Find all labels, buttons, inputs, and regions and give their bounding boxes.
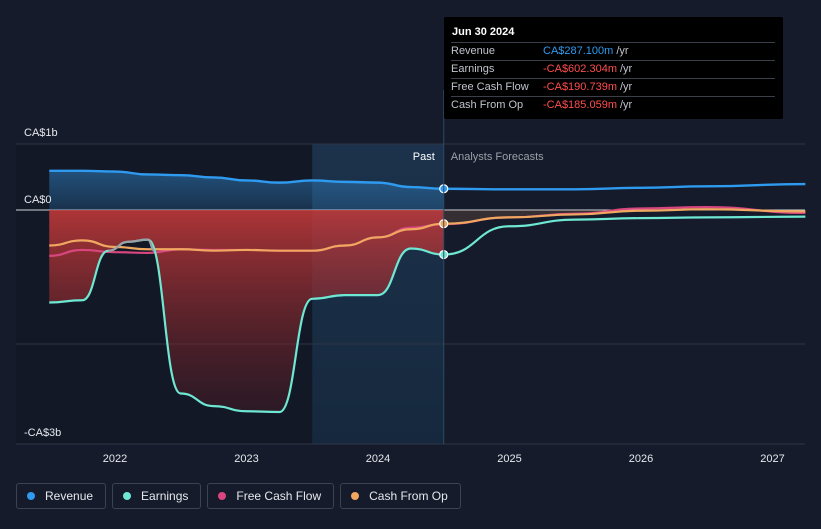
tooltip-unit: /yr — [620, 99, 633, 111]
legend-label: Cash From Op — [369, 489, 448, 503]
series-lines — [49, 169, 806, 414]
tooltip-unit: /yr — [620, 63, 633, 75]
y-tick-label: CA$1b — [24, 127, 58, 139]
legend-label: Revenue — [45, 489, 94, 503]
legend-label: Free Cash Flow — [236, 489, 322, 503]
legend-item-cash-from-op[interactable]: Cash From Op — [340, 483, 461, 509]
tooltip-label: Cash From Op — [451, 99, 524, 111]
forecast-label: Analysts Forecasts — [451, 151, 544, 163]
x-tick-label: 2022 — [103, 453, 127, 465]
tooltip-value: -CA$190.739m — [543, 81, 617, 93]
tooltip-unit: /yr — [616, 45, 629, 57]
legend-dot-icon — [351, 492, 360, 500]
legend-item-earnings[interactable]: Earnings — [112, 483, 202, 509]
tooltip-row-earnings: Earnings -CA$602.304m /yr — [451, 60, 775, 78]
earnings-hidden-segment-line — [108, 238, 155, 252]
tooltip-value: -CA$602.304m — [543, 63, 617, 75]
legend-dot-icon — [27, 492, 35, 500]
tooltip: Jun 30 2024 Revenue CA$287.100m /yr Earn… — [444, 17, 783, 119]
x-tick-label: 2023 — [234, 453, 258, 465]
tooltip-label: Revenue — [451, 45, 496, 57]
y-tick-label: -CA$3b — [24, 427, 61, 439]
legend-dot-icon — [123, 492, 132, 500]
legend-item-revenue[interactable]: Revenue — [16, 483, 107, 509]
tooltip-value: -CA$185.059m — [543, 99, 617, 111]
legend-label: Earnings — [141, 489, 189, 503]
tooltip-unit: /yr — [620, 81, 633, 93]
x-tick-label: 2024 — [366, 453, 390, 465]
series-areas — [49, 170, 806, 413]
past-label: Past — [413, 151, 435, 163]
tooltip-label: Free Cash Flow — [451, 81, 529, 93]
y-axis-tick-labels: CA$1b CA$0 -CA$3b — [24, 127, 61, 439]
tooltip-row-free-cash-flow: Free Cash Flow -CA$190.739m /yr — [451, 78, 775, 96]
tooltip-row-revenue: Revenue CA$287.100m /yr — [451, 42, 775, 60]
x-axis-tick-labels: 2022 2023 2024 2025 2026 2027 — [103, 453, 785, 465]
y-tick-label: CA$0 — [24, 194, 52, 206]
cash-from-op-line — [49, 208, 806, 252]
legend-item-free-cash-flow[interactable]: Free Cash Flow — [207, 483, 335, 509]
tooltip-label: Earnings — [451, 63, 495, 75]
tooltip-value: CA$287.100m — [543, 45, 614, 57]
cash-from-op-forecast-area — [443, 209, 806, 224]
legend: Revenue Earnings Free Cash Flow Cash Fro… — [16, 483, 461, 511]
x-tick-label: 2025 — [497, 453, 521, 465]
revenue-line — [49, 169, 806, 191]
tooltip-date: Jun 30 2024 — [452, 26, 515, 38]
legend-dot-icon — [218, 492, 227, 500]
revenue-area — [49, 170, 444, 210]
tooltip-row-cash-from-op: Cash From Op -CA$185.059m /yr — [451, 96, 775, 114]
earnings-area — [49, 210, 444, 413]
x-tick-label: 2027 — [760, 453, 784, 465]
x-tick-label: 2026 — [629, 453, 653, 465]
